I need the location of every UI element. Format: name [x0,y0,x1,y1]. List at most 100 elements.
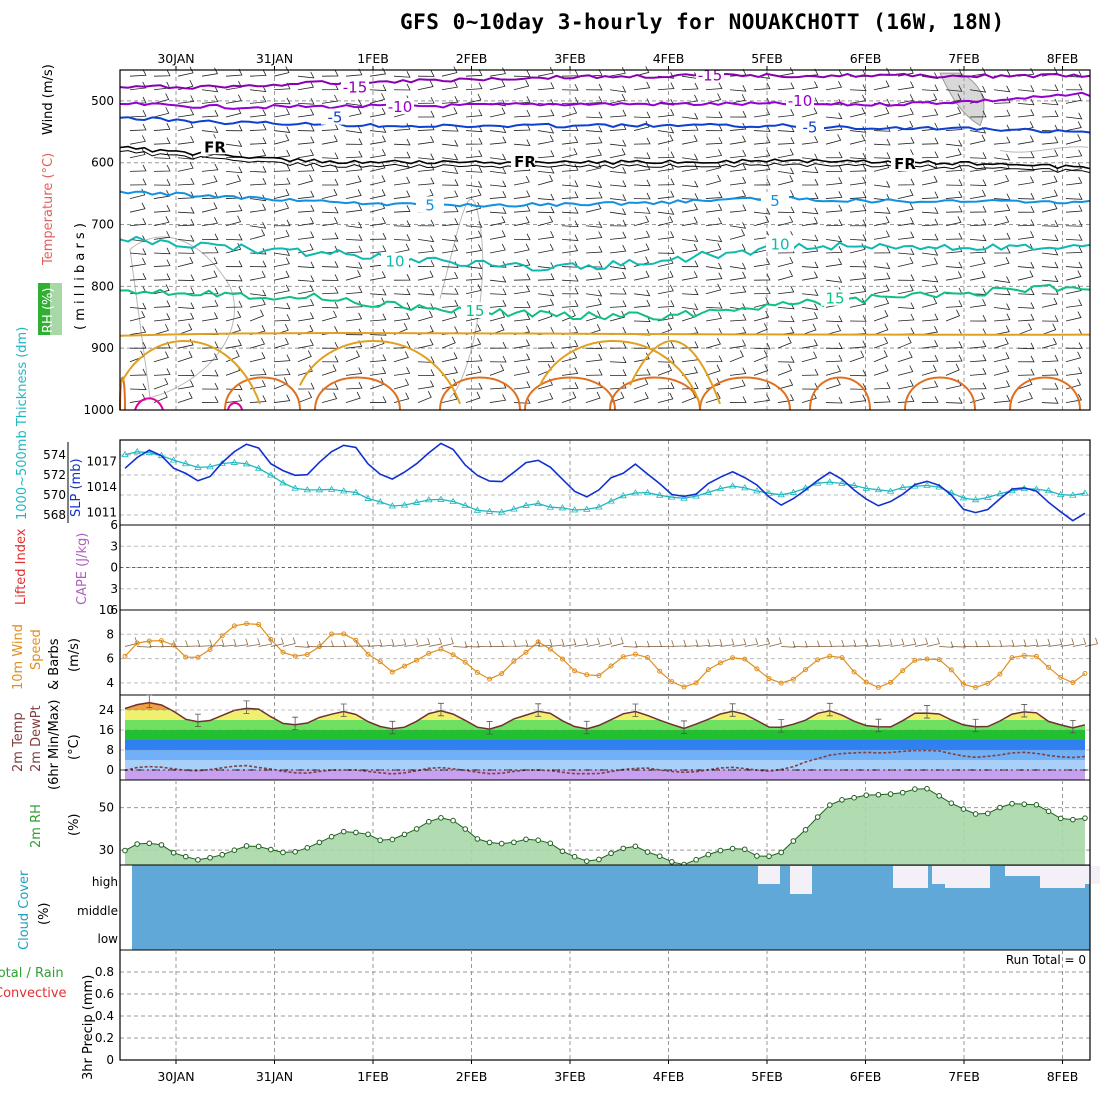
wind-barb [1017,192,1035,200]
wind-barb [873,246,891,254]
wind-barb [249,380,266,390]
rh-marker [304,844,311,851]
wind-barb [129,302,147,310]
wind-barb [969,245,987,254]
wind-barb [129,383,147,390]
wind-barb [441,336,456,349]
warm-contour-25 [699,376,791,411]
wind-barb [705,391,721,403]
wind-barb [945,139,963,147]
wind-barb [201,233,219,241]
wind-barb [705,283,722,295]
isotherm-label-bg [761,192,789,209]
wind-barb [657,126,675,134]
ytick-wind: 10 [99,603,114,617]
thickness-marker [996,490,1004,497]
thickness-marker [169,456,178,463]
wind-barb-10m [939,641,954,648]
wind-barb [153,351,169,363]
wind-barb [1041,149,1059,159]
wind-barb [585,391,601,403]
wind-barb [609,85,627,93]
wind-barb [825,177,843,186]
wind-barb [345,221,363,229]
wind-barb [369,271,386,281]
isotherm-FR [119,145,1091,170]
wind-barb [1065,94,1082,104]
wind-barb [465,391,481,403]
wind-speed-marker [754,666,760,672]
wind-barb [201,341,219,349]
wind-barb [465,82,483,91]
thickness-marker [267,471,275,478]
wind-barb-10m [416,638,431,647]
wind-barb [249,109,267,118]
isotherm-label-bg [381,252,409,269]
ytick-wind: 8 [106,627,114,641]
ytick-pressure: 600 [91,156,114,170]
wind-barb [729,135,747,145]
wind-barb [897,351,913,363]
wind-barb [873,309,889,322]
wind-barb [345,189,362,199]
wind-speed-marker [815,657,821,663]
warm-contour-25 [809,376,871,411]
temp-minmax-bar [146,694,153,709]
wind-barb [945,106,962,118]
isotherm-label: 5 [425,196,435,214]
wind-barb [897,203,914,213]
wind-barb [561,287,579,295]
wind-barb [729,262,747,270]
wind-barb [297,149,315,159]
wind-barb [753,310,770,322]
wind-barb [417,235,435,243]
wind-barb [753,297,770,308]
wind-speed-marker [985,680,991,686]
wind-barb [897,395,915,403]
wind-barb [489,230,506,240]
wind-barb [249,95,267,104]
wind-barb [273,284,290,295]
wind-speed-marker [377,659,383,665]
rh-marker [936,793,942,799]
wind-barb [441,288,459,295]
wind-barb [489,180,507,188]
wind-barb [777,175,794,186]
wind-barb [777,67,794,77]
wind-barb [513,139,531,147]
wind-barb [1041,297,1058,308]
isotherm-20 [119,332,1091,337]
wind-barb [393,151,411,159]
rh-marker [547,840,554,847]
wind-barb [129,109,147,118]
temp-minmax-bar [194,713,201,728]
wind-barb [753,394,771,403]
wind-barb [537,243,554,254]
wind-barb [825,315,843,323]
wind-barb [225,215,242,227]
wind-barb [129,81,147,91]
wind-barb [825,365,842,376]
wind-barb [801,368,819,376]
wind-speed-marker [827,653,833,659]
wind-barb [633,215,650,227]
wind-barb-10m [878,638,893,647]
wind-barb [1065,134,1082,145]
wind-barb [633,391,649,403]
wind-barb [297,204,315,213]
wind-barb [297,364,313,376]
wind-barb [729,367,747,376]
thickness-marker [437,495,445,502]
wind-speed-marker [487,676,493,682]
wind-barb [777,125,795,133]
wind-speed-marker [608,663,614,669]
wind-barb [345,163,363,172]
isotherm-10 [119,235,1091,272]
wind-speed-marker [730,655,736,661]
wind-barb [681,112,699,120]
wind-barb [921,275,939,283]
isotherm-label: FR [514,153,536,171]
wind-speed-marker [900,668,906,674]
wind-barb [897,189,914,199]
thickness-marker [279,479,287,486]
